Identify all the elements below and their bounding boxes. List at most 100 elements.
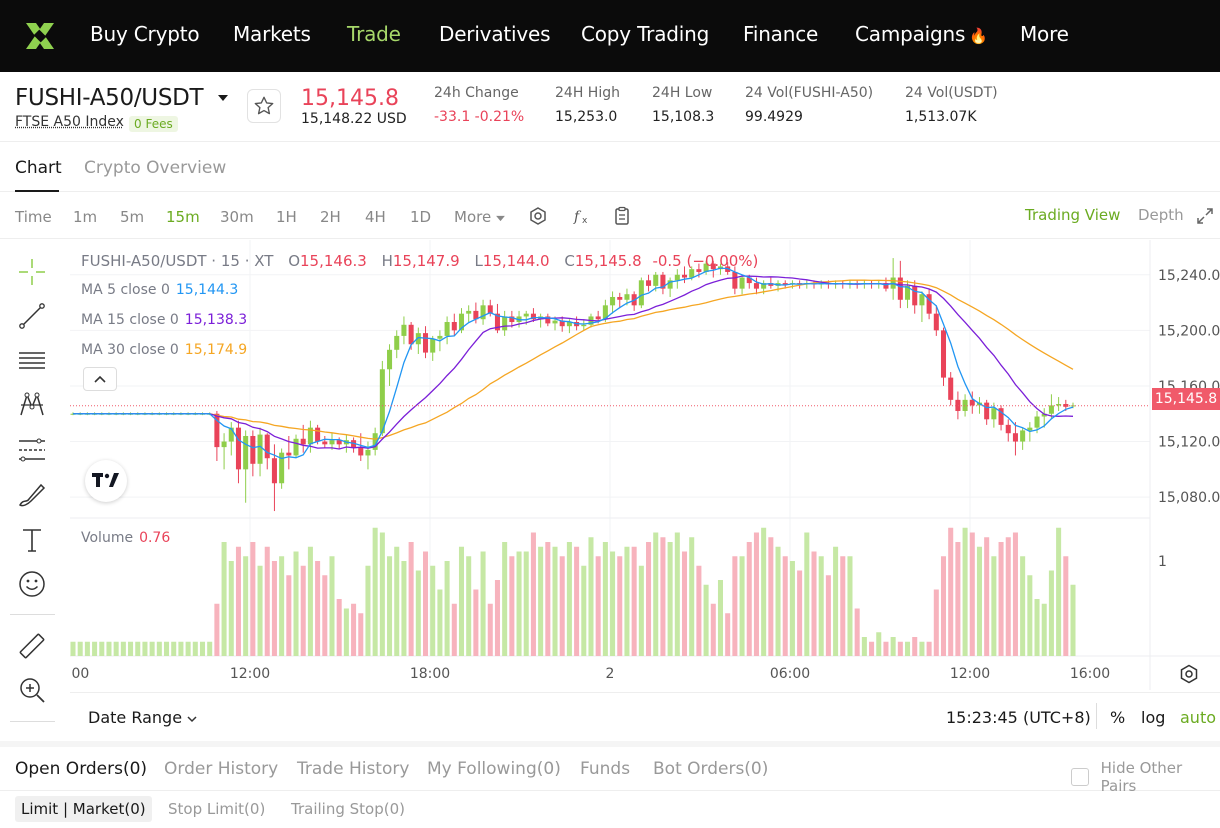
nav-copy-trading[interactable]: Copy Trading <box>581 22 710 46</box>
interval-5m[interactable]: 5m <box>120 208 145 226</box>
depth-toggle[interactable]: Depth <box>1138 206 1184 224</box>
templates-icon[interactable] <box>612 206 632 226</box>
log-scale-toggle[interactable]: log <box>1141 708 1166 727</box>
ma-label: MA 30 close 0 <box>81 342 179 358</box>
interval-15m[interactable]: 15m <box>166 208 200 226</box>
pattern-tool[interactable] <box>16 388 48 420</box>
chart-gear-icon[interactable] <box>1179 664 1199 684</box>
tab-my-following[interactable]: My Following(0) <box>427 759 561 779</box>
candle <box>703 263 709 272</box>
nav-more[interactable]: More <box>1020 22 1069 46</box>
candle <box>681 274 688 278</box>
brush-tool[interactable] <box>16 478 48 510</box>
volume-bar <box>243 556 249 656</box>
candlestick-chart[interactable]: 15,240.015,200.015,160.015,120.015,080.0… <box>70 240 1220 690</box>
xt-logo-icon[interactable] <box>24 20 56 52</box>
volume-bar <box>387 556 393 656</box>
interval-1h[interactable]: 1H <box>276 208 297 226</box>
ma5-legend[interactable]: MA 5 close 0 15,144.3 <box>81 282 238 298</box>
ma15-legend[interactable]: MA 15 close 0 15,138.3 <box>81 312 247 328</box>
tab-trade-history[interactable]: Trade History <box>297 759 410 779</box>
volume-bar <box>869 641 875 656</box>
tab-open-orders[interactable]: Open Orders(0) <box>15 759 148 779</box>
subtab-trailing-stop[interactable]: Trailing Stop(0) <box>291 800 405 818</box>
trend-line-tool[interactable] <box>16 300 48 332</box>
percent-scale-toggle[interactable]: % <box>1110 708 1126 727</box>
index-link[interactable]: FTSE A50 Index <box>15 114 124 130</box>
candle <box>1027 427 1033 431</box>
tab-funds[interactable]: Funds <box>580 759 631 779</box>
tradingview-logo-icon[interactable] <box>85 460 127 502</box>
utc-clock[interactable]: 15:23:45 (UTC+8) <box>946 708 1091 727</box>
fullscreen-icon[interactable] <box>1196 207 1214 225</box>
auto-scale-toggle[interactable]: auto <box>1180 708 1217 727</box>
tab-bot-orders[interactable]: Bot Orders(0) <box>653 759 769 779</box>
candle <box>984 402 990 420</box>
tab-crypto-overview[interactable]: Crypto Overview <box>84 158 227 178</box>
price-chart[interactable]: 15,240.0 15,200.0 15,160.0 15,120.0 15,080.0… <box>70 240 1220 690</box>
hide-other-pairs[interactable]: Hide Other Pairs <box>1071 759 1220 795</box>
interval-time[interactable]: Time <box>15 208 52 226</box>
zoom-tool[interactable] <box>16 674 48 706</box>
nav-buy-crypto[interactable]: Buy Crypto <box>90 22 200 46</box>
toolbar-divider <box>10 614 55 615</box>
candle <box>660 274 666 289</box>
candle <box>271 458 277 484</box>
fib-tool[interactable] <box>16 434 48 466</box>
pair-selector[interactable]: FUSHI-A50/USDT <box>15 85 204 111</box>
interval-more[interactable]: More <box>454 208 505 226</box>
candle <box>1041 413 1047 417</box>
measure-tool[interactable] <box>16 630 48 662</box>
volume-bar <box>516 551 522 656</box>
tv-mark-icon <box>92 473 119 487</box>
nav-markets[interactable]: Markets <box>233 22 311 46</box>
subtab-stop-limit[interactable]: Stop Limit(0) <box>168 800 266 818</box>
subtab-limit-market[interactable]: Limit | Market(0) <box>15 796 152 822</box>
candle <box>897 277 903 300</box>
nav-campaigns-label: Campaigns <box>855 22 966 46</box>
candle <box>523 313 529 317</box>
nav-derivatives[interactable]: Derivatives <box>439 22 551 46</box>
volume-bar <box>329 556 335 656</box>
hide-other-pairs-checkbox[interactable] <box>1071 768 1089 786</box>
volume-bar <box>336 599 342 656</box>
emoji-tool[interactable] <box>16 568 48 600</box>
favorite-button[interactable] <box>247 89 281 123</box>
price-axis-label: 15,120.0 <box>1158 435 1220 451</box>
legend-c-label: C <box>564 252 575 270</box>
collapse-legend-button[interactable] <box>83 367 117 391</box>
chart-settings-icon[interactable] <box>528 206 548 226</box>
interval-1m[interactable]: 1m <box>73 208 98 226</box>
tab-chart[interactable]: Chart <box>15 158 62 178</box>
candle <box>451 322 457 331</box>
candle <box>1005 424 1011 434</box>
caret-down-icon[interactable] <box>218 94 228 102</box>
ma-value: 15,174.9 <box>184 342 248 358</box>
nav-trade[interactable]: Trade <box>347 22 401 46</box>
interval-4h[interactable]: 4H <box>365 208 386 226</box>
nav-campaigns[interactable]: Campaigns 🔥 <box>855 22 988 46</box>
candle <box>379 369 385 434</box>
ma30-legend[interactable]: MA 30 close 0 15,174.9 <box>81 342 247 358</box>
candle <box>221 441 227 448</box>
tab-order-history[interactable]: Order History <box>164 759 279 779</box>
candle <box>782 283 788 285</box>
legend-low: 15,144.0 <box>482 252 550 270</box>
text-tool[interactable] <box>16 524 48 556</box>
stat-value: 15,253.0 <box>555 109 618 125</box>
interval-30m[interactable]: 30m <box>220 208 254 226</box>
brush-icon <box>19 483 46 507</box>
candle <box>1048 405 1054 414</box>
interval-2h[interactable]: 2H <box>320 208 341 226</box>
volume-bar <box>818 556 824 656</box>
nav-finance[interactable]: Finance <box>743 22 819 46</box>
interval-1d[interactable]: 1D <box>410 208 432 226</box>
stat-24h-vol-usdt: 24 Vol(USDT) 1,513.07K <box>905 85 998 125</box>
stat-label: 24 Vol(FUSHI-A50) <box>745 85 874 101</box>
crosshair-tool[interactable] <box>16 256 48 288</box>
ruler-icon <box>19 633 45 659</box>
trading-view-toggle[interactable]: Trading View <box>1025 206 1121 224</box>
date-range-dropdown[interactable]: Date Range <box>88 708 197 727</box>
horizontal-lines-tool[interactable] <box>16 344 48 376</box>
